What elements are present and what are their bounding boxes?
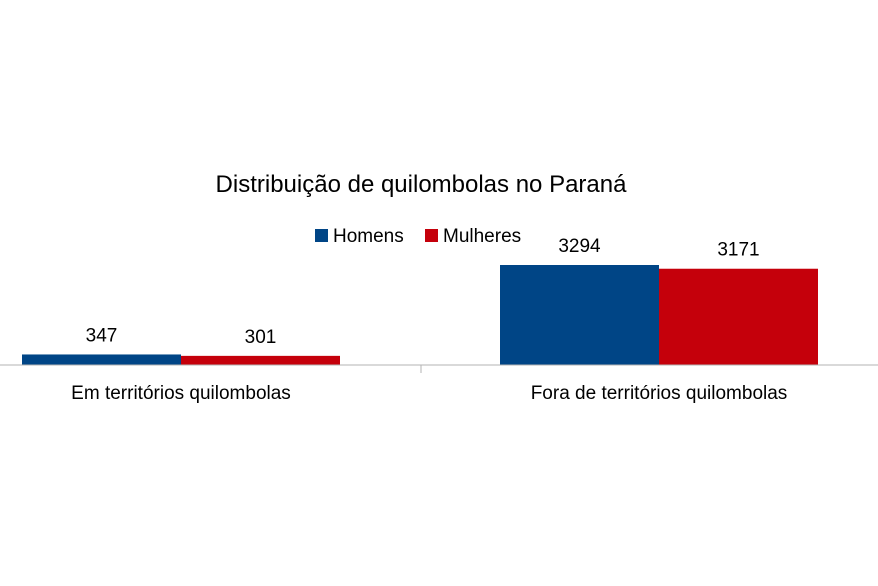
category-label-em-territorios: Em territórios quilombolas	[71, 383, 291, 404]
legend-label-mulheres: Mulheres	[443, 226, 521, 247]
bars-group	[22, 265, 818, 365]
value-labels-group: 347 3294 301 3171	[86, 236, 760, 348]
value-label-homens-fora-de-territorios: 3294	[558, 236, 601, 257]
legend-label-homens: Homens	[333, 226, 404, 247]
legend-swatch-homens	[315, 229, 328, 242]
value-label-homens-em-territorios: 347	[86, 325, 118, 346]
bar-mulheres-em-territorios	[181, 355, 340, 365]
bar-mulheres-fora-de-territorios	[659, 268, 818, 365]
value-label-mulheres-em-territorios: 301	[245, 327, 277, 348]
legend-swatch-mulheres	[425, 229, 438, 242]
bar-homens-fora-de-territorios	[500, 265, 659, 365]
category-label-fora-de-territorios: Fora de territórios quilombolas	[531, 383, 788, 404]
legend: Homens Mulheres	[315, 226, 521, 247]
chart-title: Distribuição de quilombolas no Paraná	[216, 171, 628, 198]
value-label-mulheres-fora-de-territorios: 3171	[717, 240, 759, 261]
bar-homens-em-territorios	[22, 354, 181, 365]
